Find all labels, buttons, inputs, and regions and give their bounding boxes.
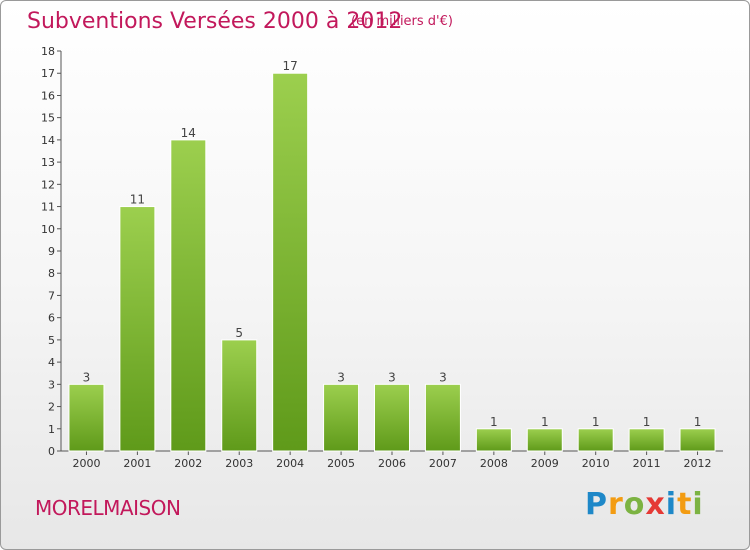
chart-unit: (en milliers d'€) bbox=[351, 14, 453, 29]
data-label: 14 bbox=[181, 126, 196, 140]
data-label: 3 bbox=[439, 370, 447, 384]
chart-title: Subventions Versées 2000 à 2012 bbox=[27, 9, 403, 34]
x-tick-label: 2011 bbox=[633, 457, 661, 470]
bar-2003 bbox=[221, 339, 258, 452]
x-tick-label: 2003 bbox=[225, 457, 253, 470]
bar-2010 bbox=[577, 428, 614, 452]
y-tick-label: 14 bbox=[41, 134, 55, 147]
y-tick-label: 15 bbox=[41, 112, 55, 125]
x-tick-label: 2004 bbox=[276, 457, 304, 470]
y-tick-label: 6 bbox=[48, 312, 55, 325]
y-tick-label: 7 bbox=[48, 289, 55, 302]
y-tick-label: 3 bbox=[48, 378, 55, 391]
y-tick-label: 9 bbox=[48, 245, 55, 258]
bar-2008 bbox=[475, 428, 512, 452]
x-tick-label: 2007 bbox=[429, 457, 457, 470]
data-label: 5 bbox=[235, 326, 243, 340]
y-tick-label: 0 bbox=[48, 445, 55, 458]
data-label: 1 bbox=[490, 415, 498, 429]
logo-letter: i bbox=[665, 487, 678, 522]
data-label: 1 bbox=[541, 415, 549, 429]
bar-2004 bbox=[272, 72, 309, 452]
data-label: 17 bbox=[283, 59, 298, 73]
x-tick-label: 2012 bbox=[684, 457, 712, 470]
x-tick-label: 2002 bbox=[174, 457, 202, 470]
y-tick-label: 16 bbox=[41, 89, 55, 102]
logo-letter: t bbox=[677, 487, 693, 522]
data-label: 1 bbox=[643, 415, 651, 429]
bar-2002 bbox=[170, 139, 207, 452]
bar-2005 bbox=[323, 383, 360, 452]
bar-2012 bbox=[679, 428, 716, 452]
y-tick-label: 13 bbox=[41, 156, 55, 169]
x-tick-label: 2000 bbox=[72, 457, 100, 470]
commune-name: MORELMAISON bbox=[35, 496, 181, 520]
bar-2001 bbox=[119, 206, 156, 452]
y-tick-label: 10 bbox=[41, 223, 55, 236]
logo-letter: i bbox=[692, 487, 704, 522]
y-tick-label: 18 bbox=[41, 45, 55, 58]
x-tick-label: 2008 bbox=[480, 457, 508, 470]
y-tick-label: 8 bbox=[48, 267, 55, 280]
y-tick-label: 4 bbox=[48, 356, 55, 369]
x-tick-label: 2010 bbox=[582, 457, 610, 470]
data-label: 1 bbox=[592, 415, 600, 429]
x-tick-label: 2006 bbox=[378, 457, 406, 470]
data-label: 3 bbox=[337, 370, 345, 384]
proxiti-logo: Proxiti bbox=[585, 487, 704, 522]
logo-letter: r bbox=[608, 487, 624, 522]
data-label: 1 bbox=[694, 415, 702, 429]
bar-2009 bbox=[526, 428, 563, 452]
y-tick-label: 1 bbox=[48, 423, 55, 436]
bar-2000 bbox=[68, 383, 105, 452]
bar-2011 bbox=[628, 428, 665, 452]
y-tick-label: 11 bbox=[41, 201, 55, 214]
x-tick-label: 2005 bbox=[327, 457, 355, 470]
logo-letter: P bbox=[585, 487, 608, 522]
data-label: 11 bbox=[130, 193, 145, 207]
bar-2007 bbox=[424, 383, 461, 452]
data-label: 3 bbox=[83, 370, 91, 384]
x-tick-label: 2001 bbox=[123, 457, 151, 470]
y-tick-label: 12 bbox=[41, 178, 55, 191]
bar-2006 bbox=[374, 383, 410, 452]
y-tick-label: 17 bbox=[41, 67, 55, 80]
data-label: 3 bbox=[388, 370, 396, 384]
y-tick-label: 5 bbox=[48, 334, 55, 347]
logo-letter: o bbox=[623, 487, 646, 522]
logo-letter: x bbox=[645, 487, 666, 522]
x-tick-label: 2009 bbox=[531, 457, 559, 470]
y-tick-label: 2 bbox=[48, 401, 55, 414]
